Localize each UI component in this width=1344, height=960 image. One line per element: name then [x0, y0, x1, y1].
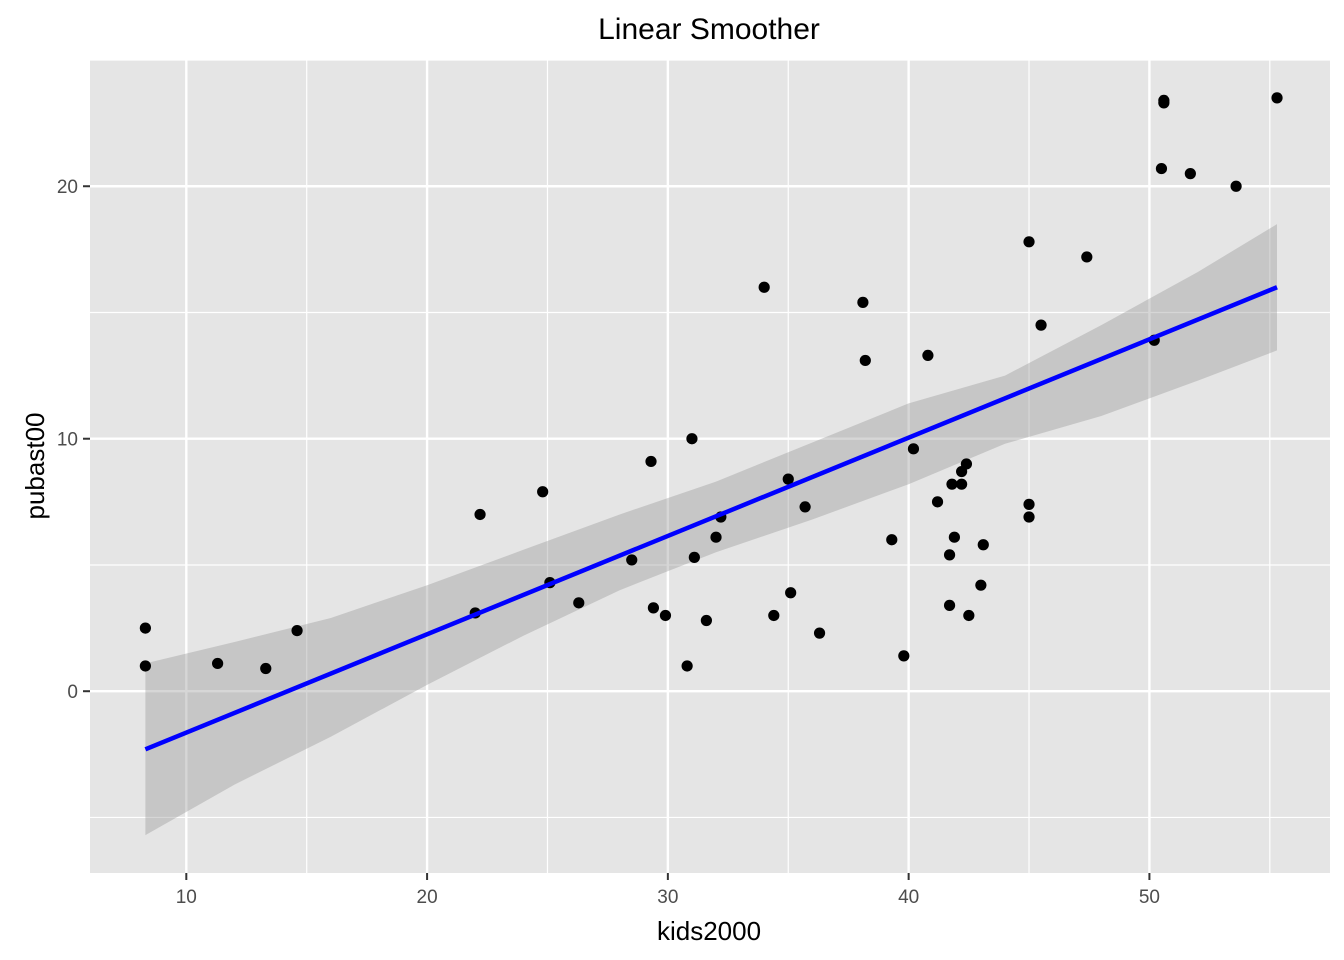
data-point: [758, 281, 770, 293]
data-point: [975, 579, 987, 591]
fit-line: [144, 285, 1278, 752]
data-point: [710, 531, 722, 543]
y-axis: 0 10 20: [57, 177, 90, 703]
data-point: [686, 433, 698, 445]
data-point: [956, 478, 968, 490]
confidence-band: [145, 224, 1277, 836]
data-point: [626, 554, 638, 566]
data-point: [474, 508, 486, 521]
data-point: [1155, 162, 1168, 175]
grid-major: [90, 60, 1330, 873]
chart-title: Linear Smoother: [598, 13, 820, 46]
data-point: [946, 478, 958, 490]
data-point: [785, 587, 797, 599]
data-point: [139, 660, 151, 672]
x-axis: 10 20 30 40 50: [176, 873, 1160, 908]
data-point: [1035, 319, 1047, 331]
y-axis-label: pubast00: [20, 413, 50, 520]
data-point: [948, 531, 960, 543]
data-point: [573, 597, 585, 609]
data-point: [782, 473, 794, 485]
data-point: [1023, 236, 1035, 248]
data-point: [907, 443, 920, 455]
data-point: [931, 496, 944, 508]
data-point: [700, 614, 712, 627]
data-point: [943, 549, 956, 561]
y-tick-label: 20: [57, 177, 78, 198]
data-point: [681, 660, 693, 672]
data-points: [139, 92, 1283, 675]
data-point: [768, 609, 780, 622]
data-point: [1081, 251, 1093, 263]
grid-minor: [90, 59, 1330, 873]
data-point: [898, 650, 910, 662]
data-point: [659, 609, 672, 622]
data-point: [1023, 511, 1035, 523]
data-point: [960, 458, 973, 470]
x-axis-label: kids2000: [657, 916, 761, 946]
x-tick-label: 50: [1139, 887, 1160, 908]
data-point: [859, 354, 871, 367]
data-point: [537, 486, 549, 498]
data-point: [1184, 168, 1196, 180]
x-tick-label: 30: [657, 887, 678, 908]
plot-panel: [90, 60, 1330, 873]
data-point: [1158, 97, 1170, 109]
data-point: [799, 501, 811, 513]
x-tick-label: 10: [176, 887, 197, 908]
data-point: [212, 657, 224, 670]
data-point: [963, 609, 975, 622]
data-point: [922, 349, 934, 362]
y-tick-label: 10: [57, 430, 78, 451]
data-point: [977, 539, 989, 551]
data-point: [688, 551, 700, 563]
data-point: [1023, 498, 1035, 510]
data-point: [813, 627, 826, 639]
data-point: [139, 622, 151, 634]
x-tick-label: 40: [898, 887, 919, 908]
data-point: [647, 602, 660, 614]
data-point: [1230, 180, 1242, 192]
data-point: [645, 455, 657, 468]
y-tick-label: 0: [67, 682, 78, 703]
x-tick-label: 20: [417, 887, 438, 908]
data-point: [943, 599, 956, 611]
data-point: [886, 534, 898, 546]
data-point: [857, 296, 869, 308]
data-point: [1271, 92, 1283, 104]
data-point: [291, 625, 303, 637]
data-point: [260, 662, 272, 675]
